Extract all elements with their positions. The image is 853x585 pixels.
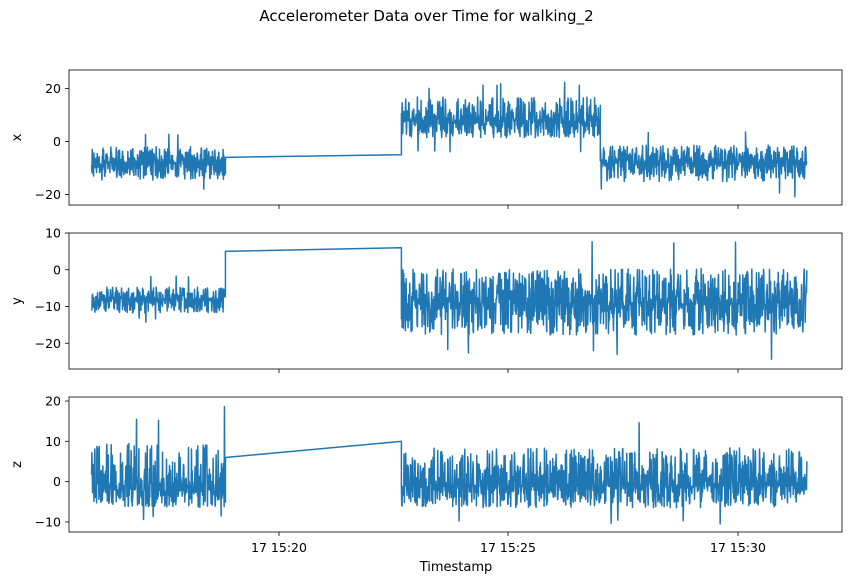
- axes-frame-x: [68, 69, 843, 206]
- y-tick-label: 20: [45, 394, 61, 409]
- y-tick-label: 0: [53, 474, 61, 489]
- axes-frame-z: [68, 396, 843, 533]
- y-tick-label: 0: [53, 134, 61, 149]
- y-tick-label: 10: [45, 226, 61, 241]
- x-tick-label: 17 15:25: [480, 540, 536, 555]
- axes-frame-y: [68, 232, 843, 370]
- x-tick-label: 17 15:20: [251, 540, 307, 555]
- y-tick-label: −10: [35, 299, 61, 314]
- series-line-y: [91, 241, 808, 361]
- subplot-z: −10 0 10 20 17 15:20 17 15:25 17 15:30 z: [10, 394, 843, 555]
- y-axis-label-x: x: [10, 133, 25, 141]
- y-axis-label-y: y: [10, 297, 25, 305]
- y-tick-label: −10: [35, 514, 61, 529]
- series-line-z: [90, 405, 808, 525]
- x-axis-label: Timestamp: [419, 560, 493, 575]
- x-tick-label: 17 15:30: [710, 540, 766, 555]
- y-tick-label: 20: [45, 81, 61, 96]
- figure-title: Accelerometer Data over Time for walking…: [259, 7, 594, 25]
- y-tick-label: −20: [35, 336, 61, 351]
- series-line-x: [90, 81, 808, 198]
- subplot-y: −20 −10 0 10 y: [10, 226, 843, 373]
- y-tick-label: 0: [53, 262, 61, 277]
- subplot-x: −20 0 20 x: [10, 69, 843, 209]
- y-axis-label-z: z: [10, 461, 25, 468]
- y-tick-label: 10: [45, 434, 61, 449]
- y-tick-label: −20: [35, 187, 61, 202]
